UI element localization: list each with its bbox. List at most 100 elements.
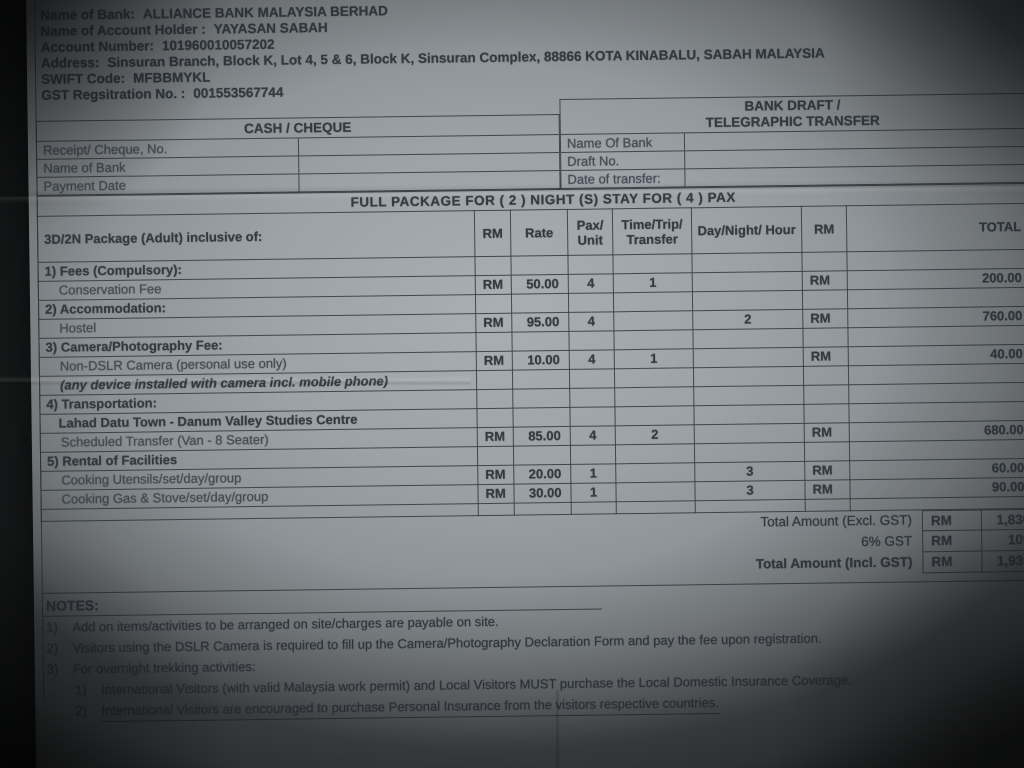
cell-rm: RM: [802, 270, 848, 291]
cell-pax-unit: [567, 254, 614, 275]
bank-info-label: Name of Account Holder :: [40, 21, 206, 39]
payment-field-blank: [685, 165, 1024, 186]
cell-time-trip-transfer: 2: [615, 424, 695, 445]
cell-rm: [478, 503, 515, 516]
payment-method-section: CASH / CHEQUE Receipt/ Cheque, No. Name …: [35, 92, 1024, 196]
bank-info-label: Address:: [40, 55, 100, 71]
notes-list: 1) Add on items/activities to be arrange…: [42, 605, 1024, 723]
cell-rm: RM: [804, 422, 850, 443]
cell-time-trip-transfer: [613, 310, 693, 331]
cell-rate: [510, 255, 569, 276]
cell-total: 40.00: [848, 344, 1024, 366]
cell-time-trip-transfer: [612, 253, 693, 274]
bank-info-value: ALLIANCE BANK MALAYSIA BERHAD: [142, 3, 388, 22]
cell-rate: [512, 388, 570, 409]
cash-cheque-box: CASH / CHEQUE Receipt/ Cheque, No. Name …: [35, 114, 561, 196]
cell-pax-unit: [568, 330, 615, 351]
cell-rate: 50.00: [511, 274, 569, 295]
cell-rm: [804, 441, 850, 462]
cell-pax-unit: 4: [570, 425, 616, 446]
cell-pax-unit: [568, 292, 614, 313]
cell-rate: [512, 407, 571, 428]
cell-time-trip-transfer: [615, 443, 695, 464]
column-header-rm: RM: [474, 210, 511, 257]
cell-rm: RM: [477, 465, 514, 485]
bank-info-value: YAYASAN SABAH: [213, 20, 328, 37]
payment-field-label: Receipt/ Cheque, No.: [36, 138, 300, 159]
cell-rm: [475, 294, 512, 314]
note-number: 2): [75, 703, 88, 719]
total-amount: 1,830.: [981, 508, 1024, 531]
total-amount: 109.: [982, 529, 1024, 552]
cell-rate: 85.00: [513, 426, 571, 447]
note-number: 2): [46, 640, 59, 656]
cell-rm: RM: [804, 479, 851, 500]
payment-field-label: Name of Bank: [37, 156, 300, 177]
cell-time-trip-transfer: [614, 386, 694, 407]
cell-pax-unit: 4: [568, 273, 614, 294]
bank-info-header: Name of Bank: ALLIANCE BANK MALAYSIA BERH…: [26, 0, 1024, 104]
cell-day-night-hour: [694, 423, 805, 444]
cell-rm: [474, 256, 512, 276]
total-amount: 1,939.: [982, 550, 1024, 573]
total-currency: RM: [922, 530, 983, 553]
cell-total: 200.00: [847, 268, 1024, 290]
note-number: 3): [46, 661, 59, 677]
cell-total: 90.00: [849, 477, 1024, 499]
cell-rate: [514, 502, 572, 516]
bank-info-label: Name of Bank:: [40, 6, 135, 23]
bank-info-label: Account Number:: [40, 38, 155, 55]
notes-section: NOTES: 1) Add on items/activities to be …: [41, 579, 1024, 723]
cell-total: [849, 439, 1024, 461]
cell-rm: [802, 327, 849, 348]
payment-field-label: Date of transfer:: [561, 169, 686, 189]
cell-rm: RM: [475, 275, 512, 295]
payment-field-blank: [299, 171, 559, 191]
cell-rm: [803, 384, 849, 405]
cell-time-trip-transfer: 1: [614, 348, 694, 369]
cell-rate: 95.00: [511, 312, 569, 333]
bank-info-value: 101960010057202: [161, 36, 275, 54]
cell-rate: [513, 445, 571, 466]
cell-pax-unit: 1: [570, 463, 616, 484]
cell-total: 60.00: [849, 458, 1024, 480]
bank-draft-box: BANK DRAFT / TELEGRAPHIC TRANSFER Name O…: [559, 92, 1024, 190]
cell-rm: RM: [804, 460, 850, 481]
cell-day-night-hour: [695, 499, 806, 513]
payment-field-label: Payment Date: [37, 174, 300, 195]
cell-time-trip-transfer: [616, 500, 696, 514]
cell-total: 760.00: [847, 306, 1024, 328]
column-header-pax-unit: Pax/ Unit: [567, 208, 613, 256]
cell-pax-unit: 4: [568, 311, 614, 332]
document-paper: Name of Bank: ALLIANCE BANK MALAYSIA BERH…: [26, 0, 1024, 768]
cell-day-night-hour: [692, 328, 804, 349]
bank-info-label: GST Regsitration No. :: [41, 85, 186, 103]
cell-pax-unit: [569, 368, 615, 389]
cell-pax-unit: [569, 387, 615, 408]
bank-draft-rows: Name Of Bank Draft No. Date of transfer:: [560, 127, 1024, 189]
cell-time-trip-transfer: [615, 462, 695, 483]
note-number: 1): [46, 619, 58, 635]
payment-field-blank: [299, 135, 559, 155]
cell-pax-unit: 1: [570, 482, 617, 503]
cell-pax-unit: [570, 444, 616, 465]
cell-day-night-hour: [693, 385, 804, 406]
cell-rate: 10.00: [512, 350, 570, 371]
cell-rm: RM: [477, 427, 514, 447]
total-currency: RM: [921, 509, 983, 532]
cell-rm: [476, 370, 513, 390]
package-pricing-table: FULL PACKAGE FOR ( 2 ) NIGHT (S) STAY FO…: [37, 183, 1024, 522]
cell-rate: 20.00: [513, 464, 571, 485]
cell-rm: [475, 332, 513, 352]
cell-rate: 30.00: [513, 483, 572, 504]
column-header-rate: Rate: [510, 209, 568, 257]
cell-rm: RM: [476, 351, 513, 371]
cell-day-night-hour: [693, 404, 805, 425]
total-currency: RM: [922, 551, 983, 574]
cell-total: [848, 363, 1024, 385]
cell-day-night-hour: [694, 442, 805, 463]
cell-rm: RM: [803, 346, 849, 367]
cash-cheque-rows: Receipt/ Cheque, No. Name of Bank Paymen…: [36, 134, 560, 195]
note-number: 1): [74, 682, 87, 698]
